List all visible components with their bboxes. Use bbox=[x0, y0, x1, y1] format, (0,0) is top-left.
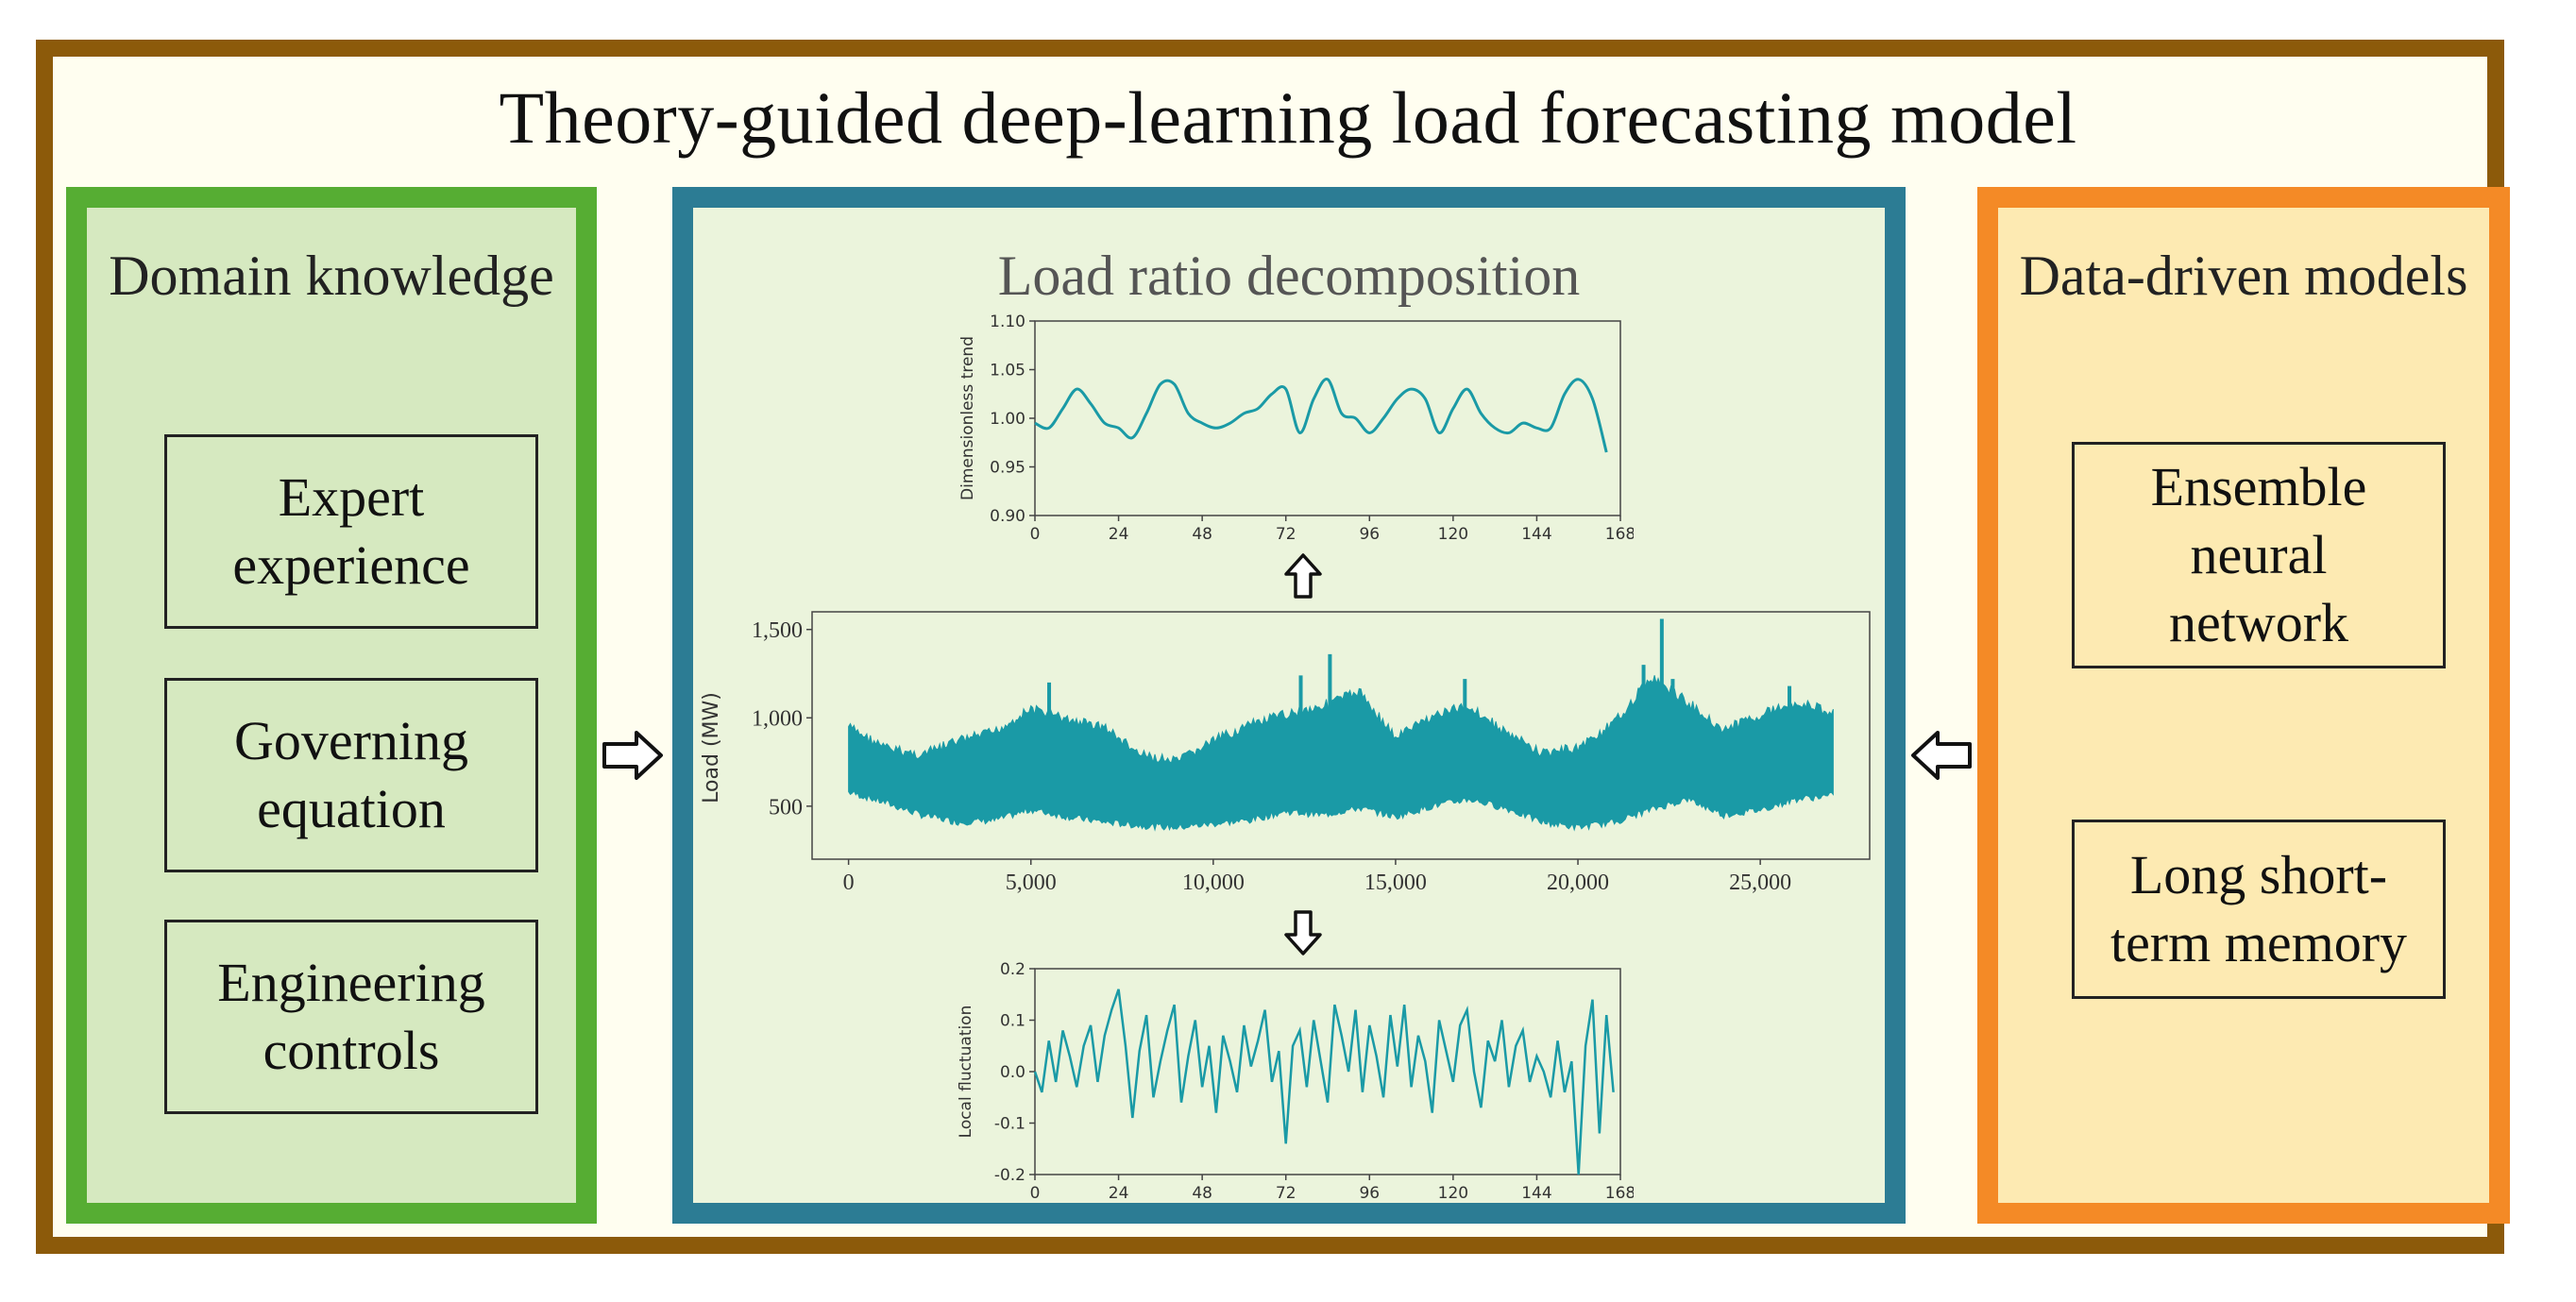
trend-plot-area bbox=[1034, 320, 1621, 516]
governing-equation-box: Governing equation bbox=[164, 678, 538, 872]
load-series-spikes bbox=[1047, 618, 1792, 719]
fluct-x-tick-label: 24 bbox=[1109, 1184, 1129, 1203]
trend-y-tick-label: 1.05 bbox=[990, 361, 1025, 380]
trend-y-tick-label: 1.00 bbox=[990, 410, 1025, 429]
data-driven-models-title: Data-driven models bbox=[2019, 245, 2468, 307]
fluct-y-tick-label: 0.1 bbox=[1000, 1011, 1025, 1030]
load-y-tick-label: 1,500 bbox=[752, 618, 803, 643]
fluct-y-tick-label: -0.1 bbox=[994, 1114, 1025, 1133]
fluct-x-tick-label: 96 bbox=[1359, 1184, 1380, 1203]
trend-x-tick-label: 0 bbox=[1030, 525, 1041, 544]
local-fluctuation-chart: 0 24 48 72 96 120 144 168 -0.2 -0.1 0.0 0.1 0.2 Loca… bbox=[957, 960, 1634, 1203]
load-chart: 0 5,000 10,000 15,000 20,000 25,000 500 1,000 1,… bbox=[700, 611, 1871, 895]
left-arrow-icon bbox=[1911, 731, 1972, 780]
load-series-band bbox=[848, 675, 1834, 832]
fluct-ticks: 0 24 48 72 96 120 144 168 -0.2 -0.1 0.0 0.1 0.2 bbox=[994, 960, 1634, 1203]
dimensionless-trend-chart: 0 24 48 72 96 120 144 168 0.90 0.95 1.00 1.05 1.10 D… bbox=[958, 313, 1634, 544]
load-y-tick-label: 1,000 bbox=[752, 707, 803, 732]
page-title: Theory-guided deep-learning load forecas… bbox=[499, 76, 2077, 159]
trend-x-tick-label: 72 bbox=[1276, 525, 1296, 544]
up-arrow-icon bbox=[1284, 553, 1322, 599]
fluct-y-axis-label: Local fluctuation bbox=[957, 1006, 975, 1139]
trend-y-tick-label: 0.90 bbox=[990, 507, 1025, 526]
trend-x-tick-label: 96 bbox=[1359, 525, 1380, 544]
fluct-x-tick-label: 72 bbox=[1276, 1184, 1296, 1203]
load-plot-area bbox=[811, 611, 1871, 860]
expert-experience-box: Expert experience bbox=[164, 434, 538, 629]
fluct-y-tick-label: 0.2 bbox=[1000, 960, 1025, 979]
fluct-x-tick-label: 144 bbox=[1521, 1184, 1551, 1203]
trend-x-tick-label: 144 bbox=[1521, 525, 1551, 544]
fluct-series-line bbox=[1033, 989, 1615, 1175]
load-ratio-decomposition-title: Load ratio decomposition bbox=[997, 245, 1581, 307]
load-x-tick-label: 0 bbox=[843, 871, 855, 895]
load-x-tick-label: 5,000 bbox=[1006, 871, 1057, 895]
ensemble-neural-network-box: Ensemble neural network bbox=[2072, 442, 2446, 668]
fluct-x-tick-label: 120 bbox=[1438, 1184, 1468, 1203]
trend-x-tick-label: 120 bbox=[1438, 525, 1468, 544]
trend-x-tick-label: 48 bbox=[1192, 525, 1212, 544]
trend-y-tick-label: 0.95 bbox=[990, 458, 1025, 477]
load-ticks: 0 5,000 10,000 15,000 20,000 25,000 500 1,000 1,… bbox=[752, 618, 1791, 895]
right-arrow-icon bbox=[602, 731, 663, 780]
load-x-tick-label: 20,000 bbox=[1547, 871, 1609, 895]
down-arrow-icon bbox=[1284, 910, 1322, 955]
fluct-y-tick-label: -0.2 bbox=[994, 1166, 1025, 1185]
trend-x-tick-label: 168 bbox=[1605, 525, 1634, 544]
fluct-x-tick-label: 168 bbox=[1605, 1184, 1634, 1203]
data-driven-models-panel: Data-driven models Ensemble neural netwo… bbox=[1977, 187, 2510, 1224]
domain-knowledge-panel: Domain knowledge Expert experience Gover… bbox=[66, 187, 597, 1224]
trend-x-tick-label: 24 bbox=[1109, 525, 1129, 544]
domain-knowledge-title: Domain knowledge bbox=[109, 245, 554, 307]
lstm-box: Long short- term memory bbox=[2072, 820, 2446, 999]
trend-series-line bbox=[1034, 378, 1608, 453]
fluct-x-tick-label: 48 bbox=[1192, 1184, 1212, 1203]
engineering-controls-box: Engineering controls bbox=[164, 920, 538, 1114]
load-y-axis-label: Load (MW) bbox=[700, 692, 723, 803]
load-x-tick-label: 10,000 bbox=[1182, 871, 1245, 895]
trend-ticks: 0 24 48 72 96 120 144 168 0.90 0.95 1.00 1.05 1.10 bbox=[990, 313, 1634, 544]
trend-y-tick-label: 1.10 bbox=[990, 313, 1025, 331]
load-y-tick-label: 500 bbox=[769, 795, 803, 820]
trend-y-axis-label: Dimensionless trend bbox=[958, 336, 977, 500]
fluct-y-tick-label: 0.0 bbox=[1000, 1063, 1025, 1082]
load-x-tick-label: 15,000 bbox=[1364, 871, 1427, 895]
load-x-tick-label: 25,000 bbox=[1729, 871, 1791, 895]
load-ratio-decomposition-panel: Load ratio decomposition bbox=[672, 187, 1906, 1224]
fluct-x-tick-label: 0 bbox=[1030, 1184, 1041, 1203]
